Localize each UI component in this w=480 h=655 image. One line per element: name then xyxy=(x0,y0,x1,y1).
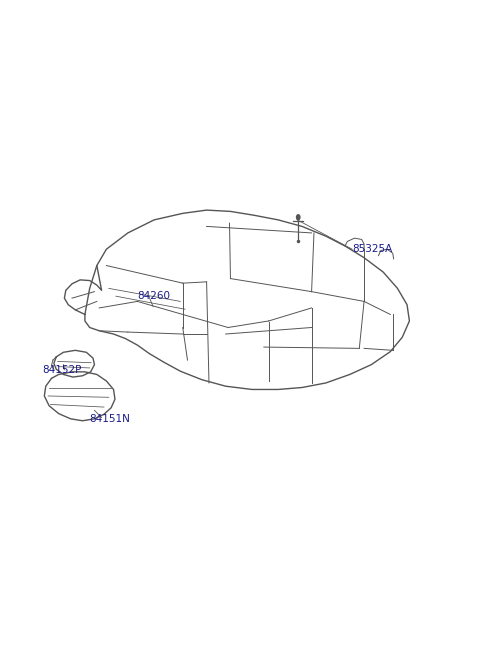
Text: 84151N: 84151N xyxy=(90,414,131,424)
Text: 85325A: 85325A xyxy=(352,244,392,254)
Text: 84152P: 84152P xyxy=(42,365,81,375)
Text: 84260: 84260 xyxy=(137,291,170,301)
Circle shape xyxy=(296,214,300,221)
